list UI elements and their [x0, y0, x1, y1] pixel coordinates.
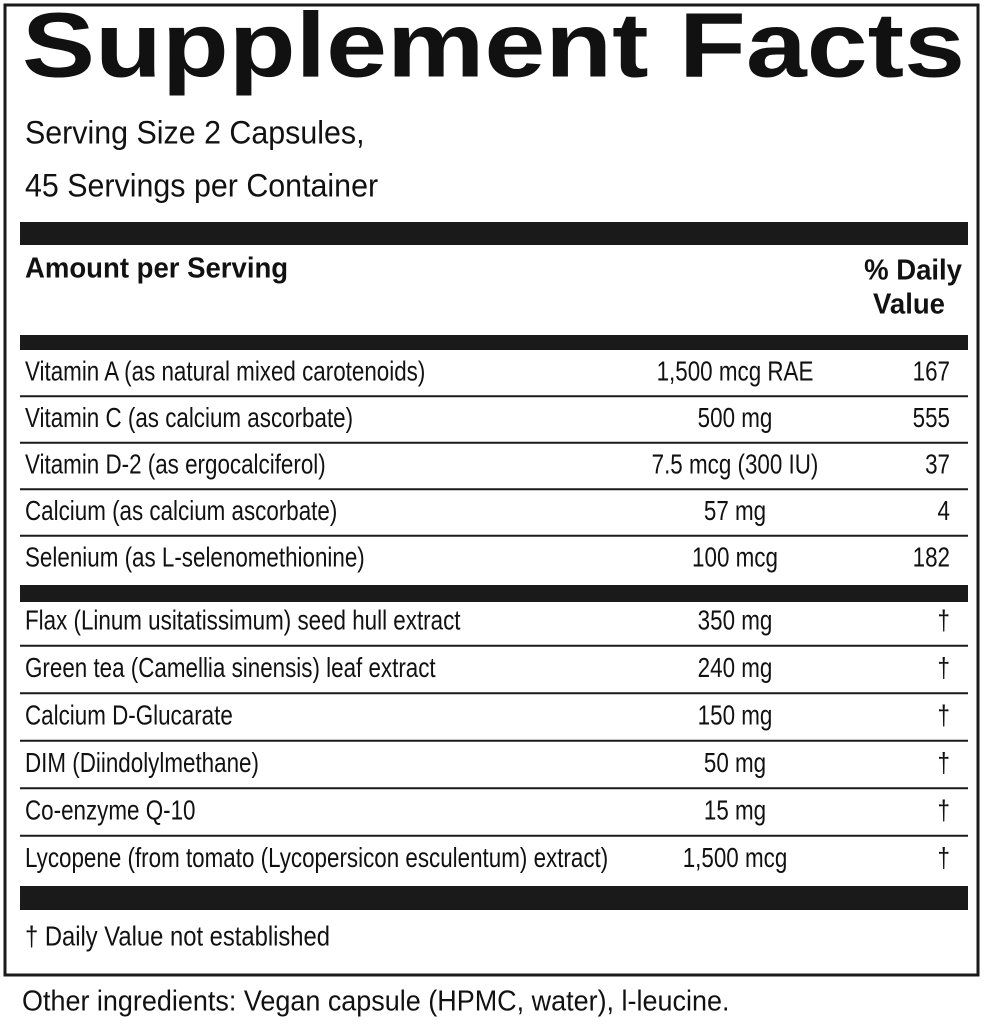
nutrient-name: Calcium D-Glucarate	[25, 700, 233, 731]
nutrient-amount: 50 mg	[704, 748, 766, 779]
footnote: † Daily Value not established	[25, 920, 330, 952]
daily-value-header: % Daily	[864, 253, 962, 286]
nutrient-amount: 1,500 mcg	[683, 843, 788, 874]
thick-bar	[20, 886, 968, 910]
servings-per-container: 45 Servings per Container	[25, 168, 378, 204]
nutrient-name: Vitamin D-2 (as ergocalciferol)	[25, 449, 326, 480]
daily-value: †	[938, 605, 950, 636]
nutrient-name: Green tea (Camellia sinensis) leaf extra…	[25, 653, 436, 684]
thick-bar	[20, 585, 968, 602]
daily-value: 37	[925, 449, 950, 480]
daily-value: 555	[913, 403, 950, 434]
thick-bar	[20, 222, 968, 245]
label-border	[3, 3, 980, 977]
nutrient-amount: 500 mg	[698, 403, 773, 434]
nutrient-name: Vitamin C (as calcium ascorbate)	[25, 403, 353, 434]
content: Serving Size 2 Capsules, 45 Servings per …	[20, 115, 968, 1017]
thick-bar	[20, 335, 968, 350]
nutrient-name: Lycopene (from tomato (Lycopersicon escu…	[25, 843, 608, 874]
daily-value: 167	[913, 356, 950, 387]
title: Supplement Facts	[22, 0, 965, 96]
daily-value: 182	[913, 542, 950, 573]
other-ingredients: Other ingredients: Vegan capsule (HPMC, …	[22, 985, 729, 1017]
nutrient-amount: 15 mg	[704, 795, 766, 826]
nutrient-amount: 350 mg	[698, 605, 773, 636]
nutrient-name: Selenium (as L-selenomethionine)	[25, 542, 365, 573]
daily-value-header: Value	[873, 287, 945, 320]
daily-value: †	[938, 843, 950, 874]
daily-value: †	[938, 653, 950, 684]
nutrient-name: Vitamin A (as natural mixed carotenoids)	[25, 356, 425, 387]
daily-value: †	[938, 795, 950, 826]
nutrient-amount: 7.5 mcg (300 IU)	[652, 449, 819, 480]
amount-header: Amount per Serving	[25, 251, 288, 284]
nutrient-amount: 1,500 mcg RAE	[657, 356, 814, 387]
serving-size: Serving Size 2 Capsules,	[25, 115, 365, 151]
daily-value: †	[938, 748, 950, 779]
nutrient-amount: 57 mg	[704, 496, 766, 527]
nutrient-amount: 240 mg	[698, 653, 773, 684]
daily-value: †	[938, 700, 950, 731]
nutrient-name: DIM (Diindolylmethane)	[25, 748, 259, 779]
nutrient-name: Flax (Linum usitatissimum) seed hull ext…	[25, 605, 461, 636]
nutrient-name: Calcium (as calcium ascorbate)	[25, 496, 337, 527]
nutrient-amount: 150 mg	[698, 700, 773, 731]
nutrient-name: Co-enzyme Q-10	[25, 795, 195, 826]
daily-value: 4	[938, 496, 950, 527]
nutrient-amount: 100 mcg	[692, 542, 778, 573]
